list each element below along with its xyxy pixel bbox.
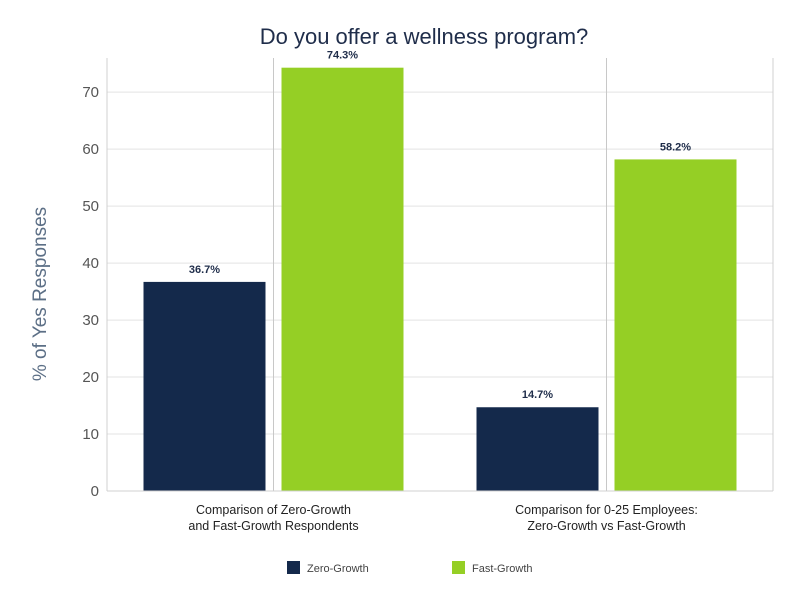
x-category-label: Comparison for 0-25 Employees: (515, 503, 698, 517)
bars (143, 67, 737, 492)
y-tick-label: 60 (82, 141, 99, 158)
data-label: 14.7% (522, 389, 553, 401)
axes: 0 10 20 30 40 50 60 70 Comparison of Zero-Growth… (82, 58, 774, 533)
y-tick-label: 10 (82, 426, 99, 443)
bar (476, 407, 599, 491)
y-tick-label: 50 (82, 198, 99, 215)
legend-swatch (452, 561, 465, 574)
y-tick-label: 20 (82, 369, 99, 386)
data-labels: 36.7% 74.3% 14.7% 58.2% (189, 50, 691, 402)
y-tick-label: 30 (82, 312, 99, 329)
legend-swatch (287, 561, 300, 574)
bar (143, 281, 266, 491)
x-category-label: Zero-Growth vs Fast-Growth (527, 519, 685, 533)
y-tick-label: 70 (82, 84, 99, 101)
data-label: 36.7% (189, 264, 220, 276)
legend: Zero-Growth Fast-Growth (287, 561, 533, 575)
legend-label: Fast-Growth (472, 563, 533, 575)
x-category-label: and Fast-Growth Respondents (188, 519, 358, 533)
y-tick-label: 40 (82, 255, 99, 272)
chart-title: Do you offer a wellness program? (260, 24, 589, 49)
y-axis-title: % of Yes Responses (30, 207, 51, 381)
x-category-label: Comparison of Zero-Growth (196, 503, 351, 517)
data-label: 58.2% (660, 141, 691, 153)
bar (614, 159, 737, 492)
bar (281, 67, 404, 492)
legend-label: Zero-Growth (307, 563, 369, 575)
data-label: 74.3% (327, 50, 358, 62)
y-tick-label: 0 (91, 483, 99, 500)
